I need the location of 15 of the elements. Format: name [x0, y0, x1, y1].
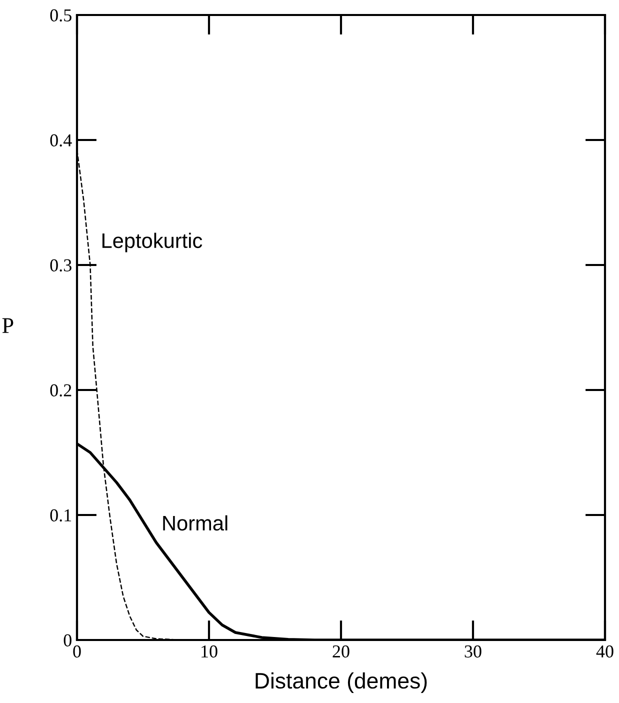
series-label: Leptokurtic [102, 232, 202, 252]
y-tick-label: 0.3 [50, 259, 72, 272]
y-tick-label: 0 [64, 634, 72, 646]
y-tick-label: 0.4 [50, 134, 72, 147]
x-tick-label: 40 [596, 645, 614, 658]
series-label: Normal [163, 515, 228, 531]
x-tick-label: 20 [332, 645, 350, 658]
x-tick-label: 10 [202, 645, 218, 658]
x-axis-title: Distance (demes) [256, 672, 427, 694]
x-tick-label: 30 [464, 645, 482, 658]
y-axis-title: P [2, 318, 14, 333]
x-tick-label: 0 [73, 645, 81, 658]
y-tick-label: 0.5 [50, 9, 72, 22]
y-tick-label: 0.1 [50, 509, 72, 522]
y-tick-label: 0.2 [50, 384, 72, 397]
